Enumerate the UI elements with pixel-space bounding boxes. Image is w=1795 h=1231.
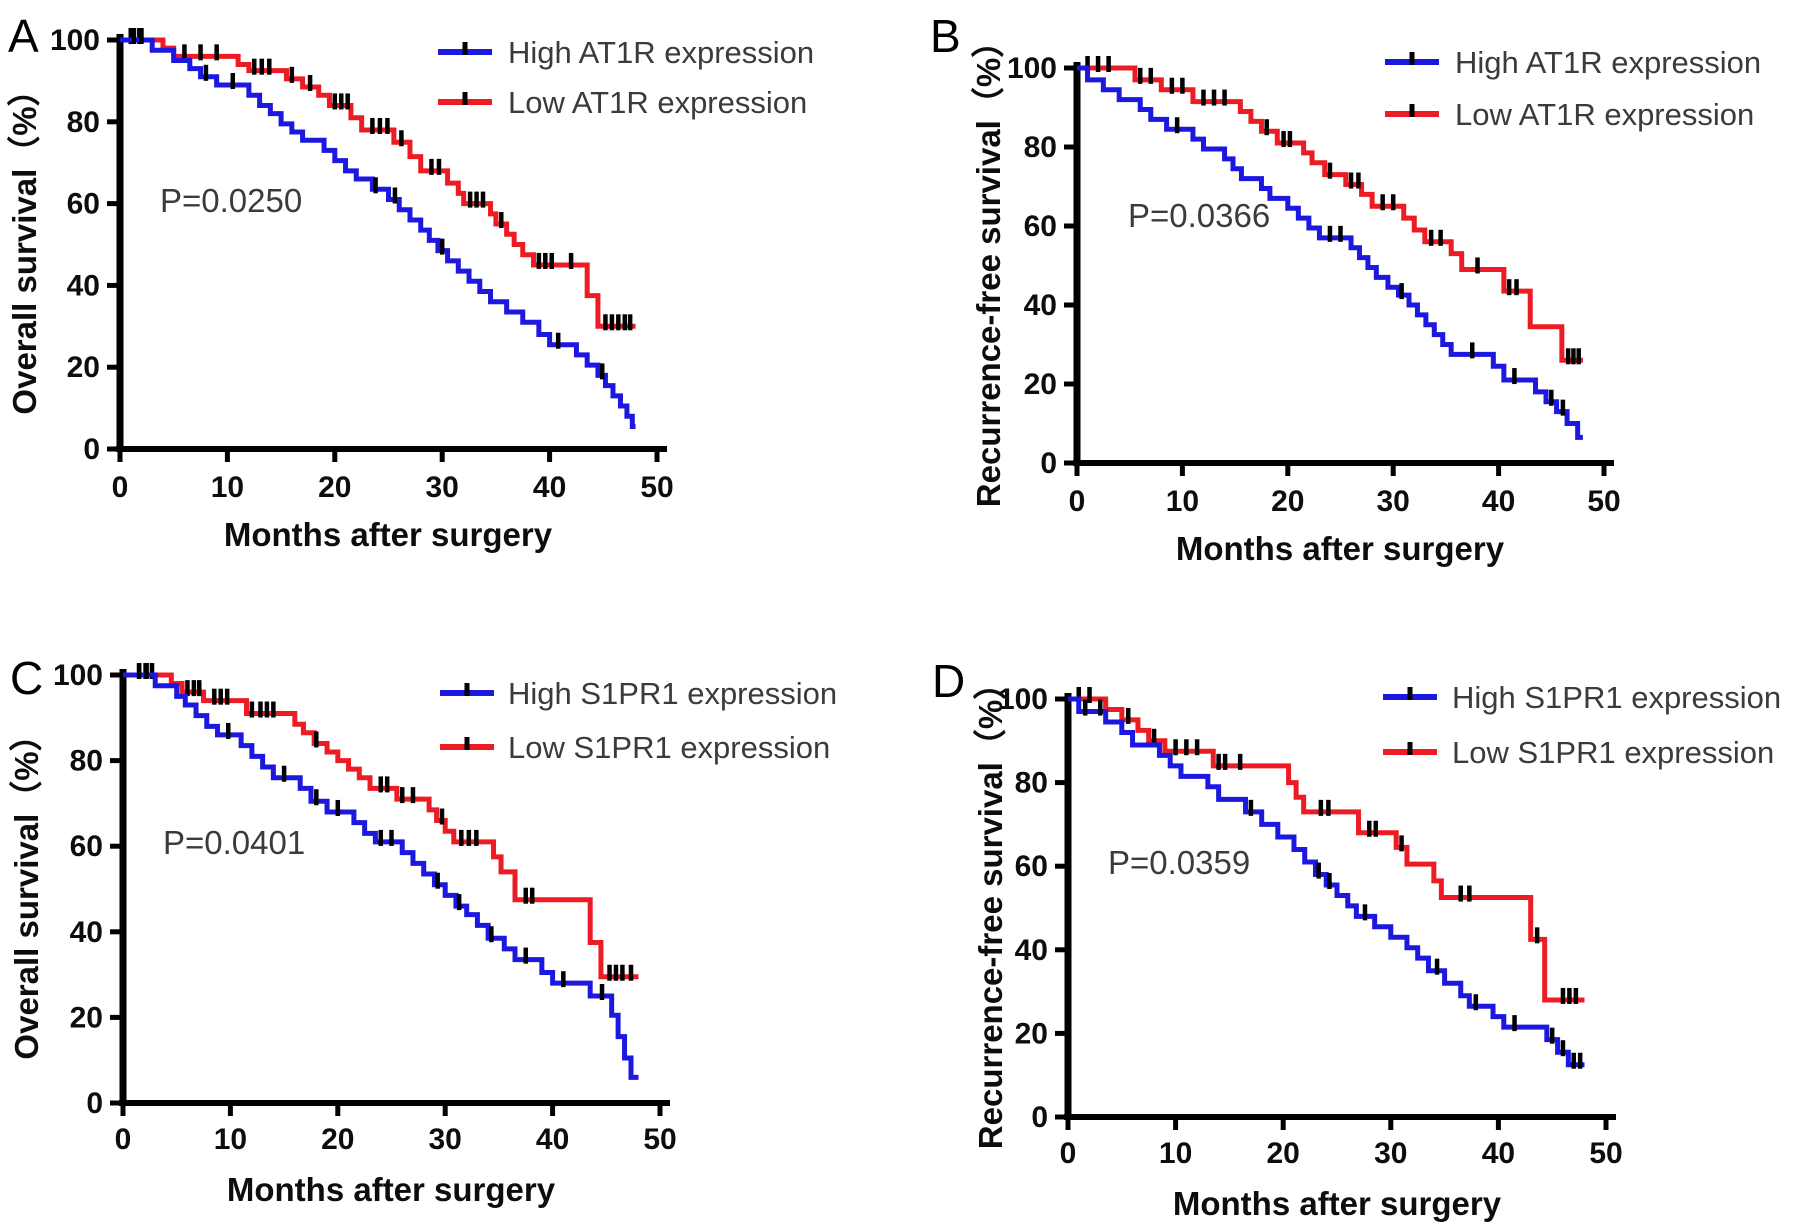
x-tick-label: 0 (115, 1123, 132, 1156)
y-tick-label: 0 (1031, 1101, 1048, 1134)
x-tick-label: 30 (429, 1123, 462, 1156)
y-tick-label: 40 (1024, 289, 1057, 322)
low-series-line (1068, 696, 1585, 1003)
x-tick-label: 40 (1482, 1137, 1515, 1170)
legend-label: High S1PR1 expression (508, 676, 837, 711)
y-tick-label: 60 (1015, 850, 1048, 883)
panel-label: C (10, 652, 43, 704)
y-tick-label: 40 (1015, 934, 1048, 967)
x-tick-label: 50 (640, 471, 673, 504)
y-axis-title: Overall survival（%） (8, 718, 45, 1059)
x-tick-label: 10 (214, 1123, 247, 1156)
p-value: P=0.0250 (160, 182, 302, 219)
p-value: P=0.0366 (1128, 197, 1270, 234)
legend-label: High S1PR1 expression (1452, 680, 1781, 715)
y-tick-label: 80 (1015, 767, 1048, 800)
y-tick-label: 60 (67, 188, 100, 221)
y-tick-label: 40 (70, 916, 103, 949)
y-tick-label: 20 (1024, 368, 1057, 401)
panel-label: B (930, 10, 961, 62)
panel-B: 0 10 20 30 40 50 0 20 40 60 80 100 Months after surg… (930, 10, 1761, 567)
panel-D: 0 10 20 30 40 50 0 20 40 60 80 100 Months after surg… (932, 655, 1781, 1222)
legend-label: Low S1PR1 expression (1452, 735, 1774, 770)
y-tick-label: 100 (998, 683, 1048, 716)
x-tick-label: 40 (536, 1123, 569, 1156)
panel-C: 0 10 20 30 40 50 0 20 40 60 80 100 Months after surg… (8, 652, 837, 1208)
panel-label: D (932, 655, 965, 707)
high-series-line (120, 37, 636, 430)
x-tick-label: 20 (1267, 1137, 1300, 1170)
y-tick-label: 0 (1040, 447, 1057, 480)
x-tick-label: 30 (1374, 1137, 1407, 1170)
legend-label: High AT1R expression (1455, 45, 1761, 80)
y-tick-label: 0 (83, 433, 100, 466)
legend-label: Low AT1R expression (508, 85, 807, 120)
y-tick-label: 20 (67, 351, 100, 384)
low-series-line (123, 672, 639, 980)
x-tick-label: 50 (1589, 1137, 1622, 1170)
x-tick-label: 50 (1587, 485, 1620, 518)
p-value: P=0.0401 (163, 824, 305, 861)
y-tick-label: 80 (70, 745, 103, 778)
x-axis-title: Months after surgery (1173, 1185, 1502, 1222)
panel-A: 0 10 20 30 40 50 0 20 40 60 80 100 Months after surg… (6, 10, 814, 553)
x-tick-label: 50 (643, 1123, 676, 1156)
panel-label: A (8, 10, 39, 62)
x-tick-label: 0 (1069, 485, 1086, 518)
low-series-line (1077, 65, 1583, 363)
y-tick-label: 80 (67, 106, 100, 139)
x-tick-label: 30 (1377, 485, 1410, 518)
x-tick-label: 0 (112, 471, 129, 504)
high-series-line (1077, 65, 1583, 440)
y-axis-title: Overall survival（%） (6, 73, 43, 414)
x-tick-label: 0 (1060, 1137, 1077, 1170)
x-tick-label: 40 (533, 471, 566, 504)
x-tick-label: 20 (321, 1123, 354, 1156)
y-tick-label: 20 (70, 1001, 103, 1034)
y-axis-title: Recurrence-free survival（%） (970, 25, 1007, 507)
y-tick-label: 40 (67, 269, 100, 302)
x-axis-title: Months after surgery (1176, 530, 1505, 567)
y-tick-label: 0 (86, 1087, 103, 1120)
y-tick-label: 100 (53, 659, 103, 692)
high-series-line (123, 672, 639, 1080)
x-tick-label: 30 (426, 471, 459, 504)
y-tick-label: 60 (1024, 210, 1057, 243)
x-axis-title: Months after surgery (227, 1171, 556, 1208)
x-axis-title: Months after surgery (224, 516, 553, 553)
x-tick-label: 10 (211, 471, 244, 504)
x-tick-label: 20 (1271, 485, 1304, 518)
y-tick-label: 100 (50, 24, 100, 57)
y-tick-label: 60 (70, 830, 103, 863)
legend-label: Low AT1R expression (1455, 97, 1754, 132)
legend-label: High AT1R expression (508, 35, 814, 70)
x-tick-label: 10 (1166, 485, 1199, 518)
legend-label: Low S1PR1 expression (508, 730, 830, 765)
x-tick-label: 10 (1159, 1137, 1192, 1170)
y-tick-label: 100 (1007, 52, 1057, 85)
x-tick-label: 40 (1482, 485, 1515, 518)
x-tick-label: 20 (318, 471, 351, 504)
y-tick-label: 80 (1024, 131, 1057, 164)
p-value: P=0.0359 (1108, 844, 1250, 881)
y-axis-title: Recurrence-free survival（%） (972, 667, 1009, 1149)
y-tick-label: 20 (1015, 1017, 1048, 1050)
